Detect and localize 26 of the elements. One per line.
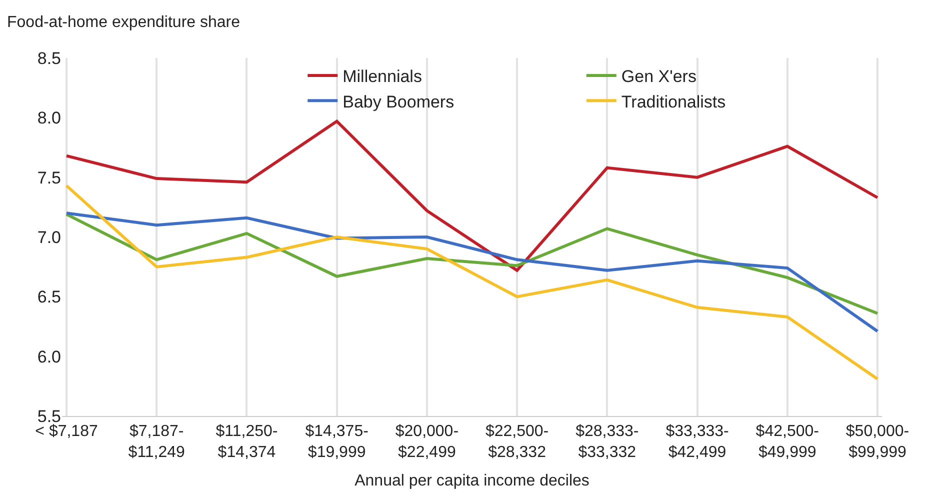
x-tick-label: < $7,187 [35,423,98,440]
line-series [65,184,879,381]
y-tick-label: 6.5 [37,288,61,307]
x-tick-label: $33,333- $42,499 [666,423,729,461]
x-tick-label: $7,187- $11,249 [128,423,186,461]
y-tick-label: 8.0 [37,108,61,128]
y-tick-label: 7.0 [37,228,61,247]
x-tick-label: $14,375- $19,999 [305,423,368,461]
x-tick-label: $20,000- $22,499 [395,423,459,461]
y-axis-title: Food-at-home expenditure share [7,14,240,31]
x-tick-label: $42,500- $49,999 [756,423,819,461]
line-series [65,120,879,272]
x-tick-label: $28,333- $33,332 [576,423,639,461]
x-axis-title: Annual per capita income deciles [354,472,590,490]
y-tick-label: 6.0 [37,347,61,366]
legend-label: Traditionalists [621,92,726,112]
legend-label: Millennials [342,67,422,86]
y-tick-label: 8.5 [37,48,61,68]
y-tick-label: 7.5 [37,168,61,188]
x-tick-label: $50,000- $99,999 [846,423,910,461]
x-tick-label: $11,250- $14,374 [216,423,278,461]
x-tick-label: $22,500- $28,332 [485,423,549,461]
legend-label: Gen X'ers [621,67,696,86]
line-series [65,212,879,333]
line-series [65,212,879,315]
legend-label: Baby Boomers [342,92,454,112]
